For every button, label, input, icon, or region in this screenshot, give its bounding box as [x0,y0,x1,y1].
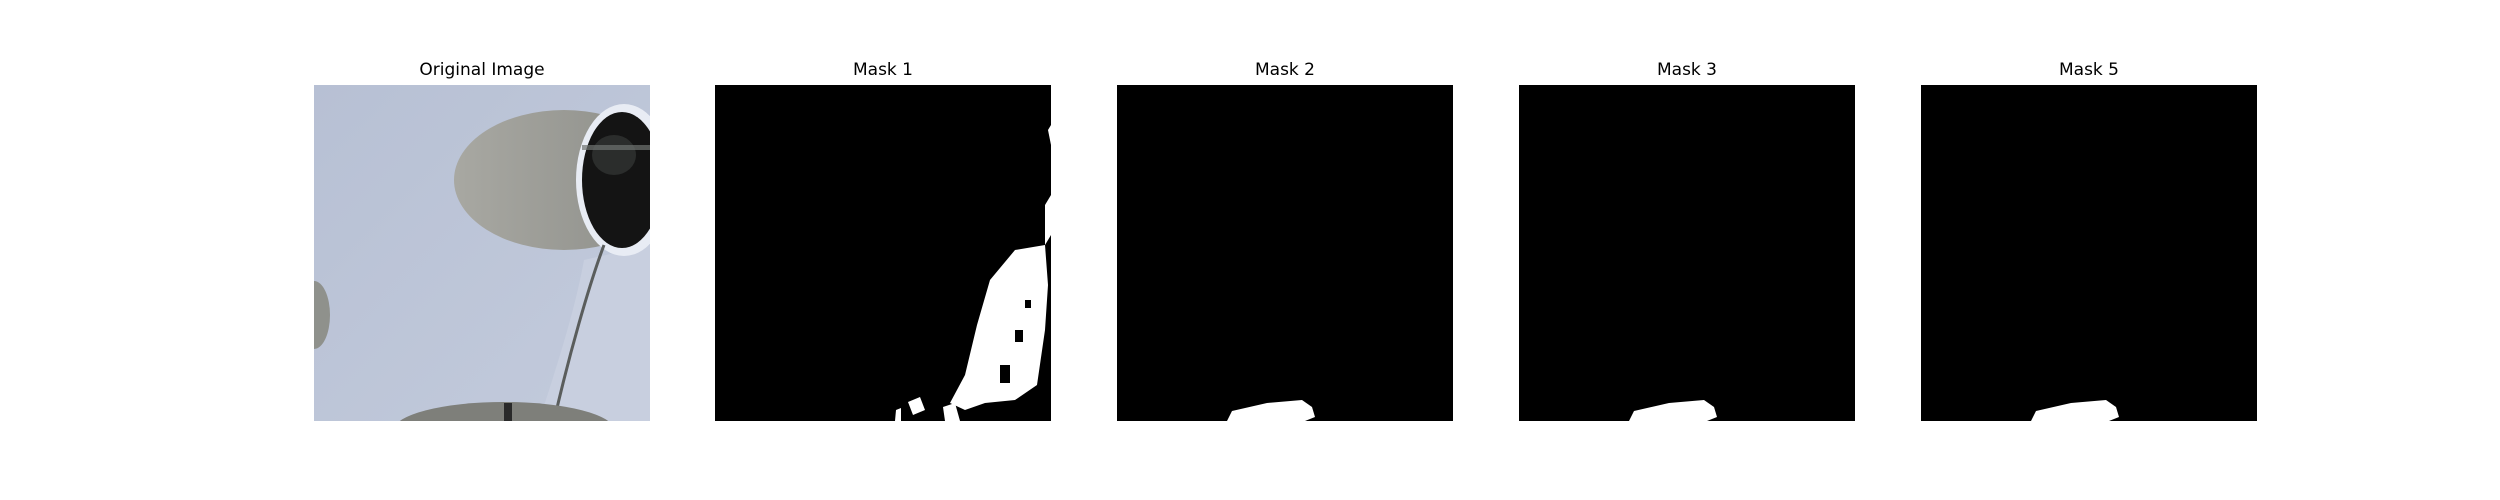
mask-3-image [1519,85,1855,421]
panel-title: Mask 5 [2058,60,2119,80]
panel-title: Mask 2 [1254,60,1315,80]
panel-title: Mask 1 [852,60,913,80]
original-image [314,85,650,421]
mask-2-image [1117,85,1453,421]
panel-mask-1: Mask 1 [715,0,1051,500]
panel-title: Original Image [419,60,545,80]
panel-mask-5: Mask 5 [1921,0,2257,500]
mask-1-image [715,85,1051,421]
panel-original-image: Original Image [314,0,650,500]
panel-mask-2: Mask 2 [1117,0,1453,500]
panel-title: Mask 3 [1656,60,1717,80]
mask-5-image [1921,85,2257,421]
panel-mask-3: Mask 3 [1519,0,1855,500]
